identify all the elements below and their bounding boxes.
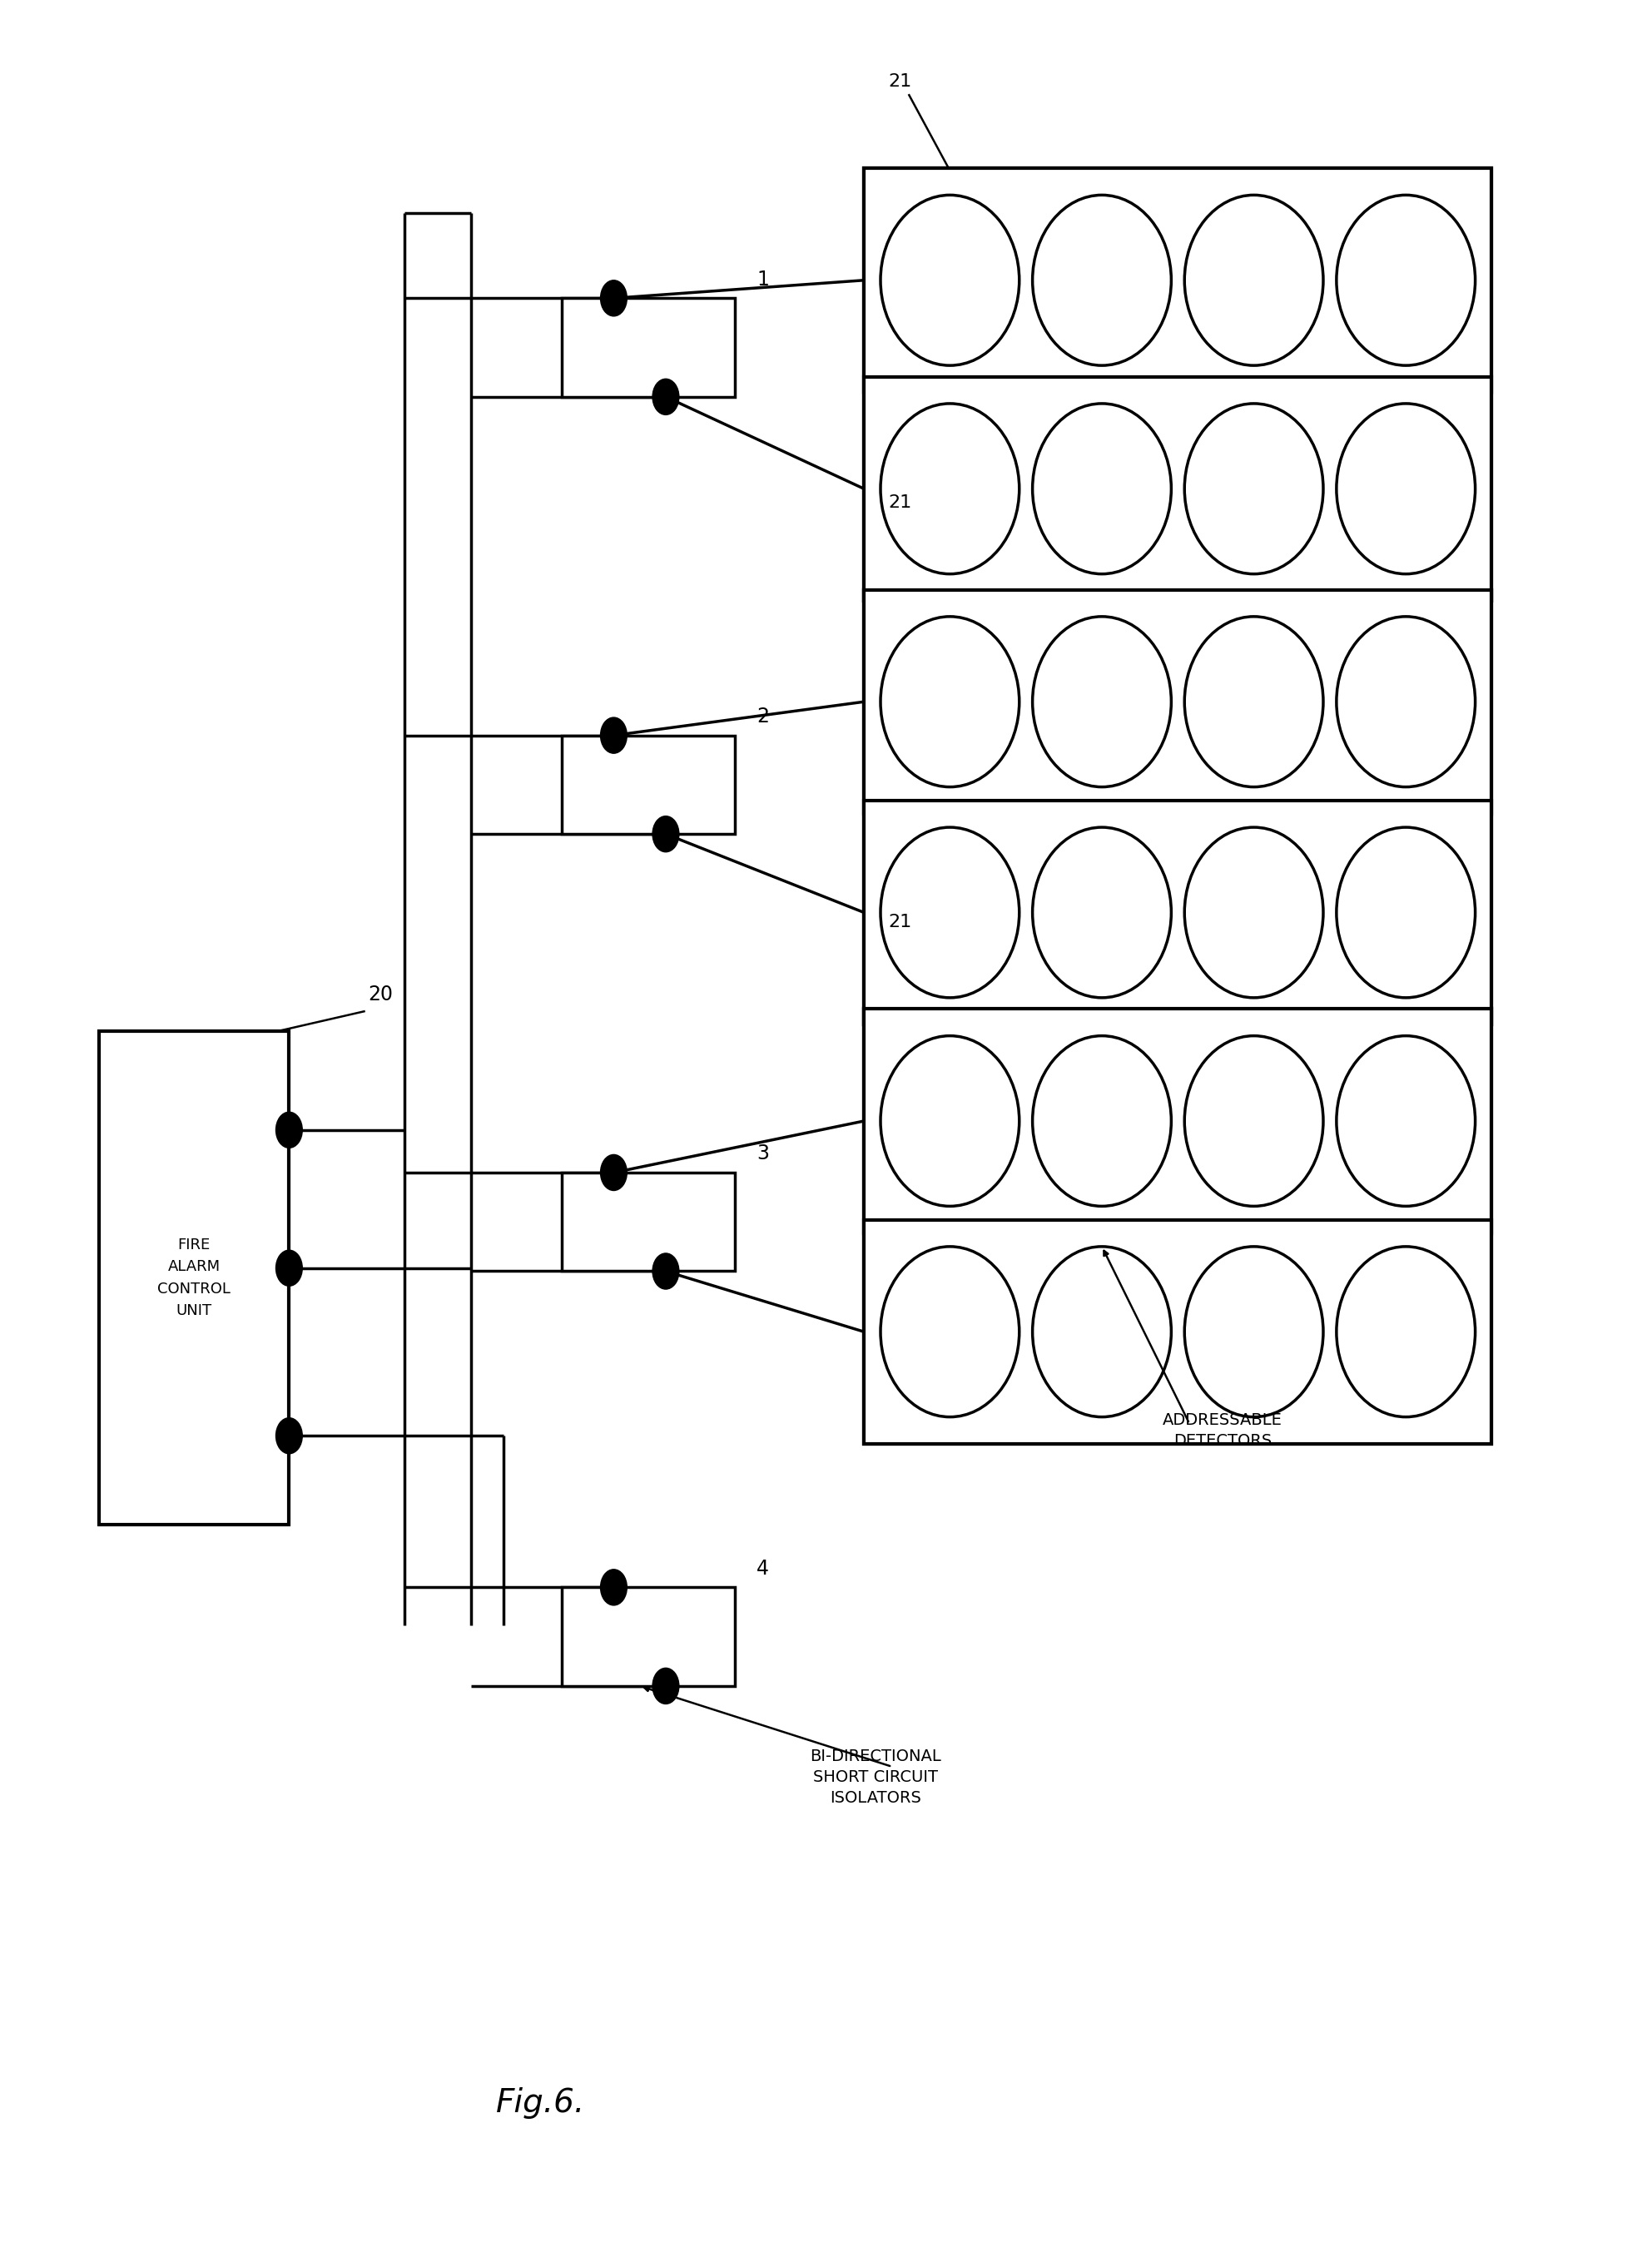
Ellipse shape (881, 404, 1019, 574)
Bar (864, 800, 1492, 1025)
Circle shape (601, 717, 628, 753)
Circle shape (653, 1668, 679, 1704)
Ellipse shape (1184, 617, 1323, 787)
Ellipse shape (1184, 1036, 1323, 1206)
Bar (864, 1009, 1492, 1444)
Ellipse shape (1032, 827, 1171, 998)
Bar (562, 298, 735, 397)
Ellipse shape (1336, 195, 1475, 365)
Ellipse shape (1184, 827, 1323, 998)
Ellipse shape (881, 195, 1019, 365)
Bar (562, 1587, 735, 1686)
Ellipse shape (881, 827, 1019, 998)
Bar (864, 590, 1492, 814)
Circle shape (653, 1253, 679, 1289)
Circle shape (276, 1417, 302, 1453)
Ellipse shape (1336, 617, 1475, 787)
Text: 21: 21 (889, 495, 912, 511)
Text: ADDRESSABLE
DETECTORS: ADDRESSABLE DETECTORS (1163, 1412, 1282, 1448)
Text: BI-DIRECTIONAL
SHORT CIRCUIT
ISOLATORS: BI-DIRECTIONAL SHORT CIRCUIT ISOLATORS (809, 1749, 942, 1807)
Bar (864, 1009, 1492, 1233)
Circle shape (601, 280, 628, 316)
Ellipse shape (1184, 195, 1323, 365)
Circle shape (653, 379, 679, 415)
Text: 20: 20 (368, 984, 393, 1004)
Bar (864, 168, 1492, 392)
Ellipse shape (1336, 404, 1475, 574)
Ellipse shape (881, 617, 1019, 787)
Ellipse shape (1336, 1036, 1475, 1206)
Bar (562, 1173, 735, 1271)
Text: 4: 4 (757, 1558, 770, 1578)
Text: 21: 21 (889, 74, 912, 90)
Bar (864, 590, 1492, 1025)
Bar (864, 168, 1492, 601)
Ellipse shape (1184, 1247, 1323, 1417)
Bar (562, 735, 735, 834)
Bar (864, 1220, 1492, 1444)
Ellipse shape (1032, 404, 1171, 574)
Text: 1: 1 (757, 269, 768, 289)
Bar (99, 1031, 289, 1525)
Circle shape (653, 816, 679, 852)
Ellipse shape (881, 1036, 1019, 1206)
Bar (864, 377, 1492, 601)
Text: Fig.6.: Fig.6. (496, 2087, 585, 2119)
Ellipse shape (1336, 1247, 1475, 1417)
Ellipse shape (1032, 1247, 1171, 1417)
Ellipse shape (1336, 827, 1475, 998)
Circle shape (276, 1112, 302, 1148)
Ellipse shape (1032, 195, 1171, 365)
Circle shape (601, 1569, 628, 1605)
Ellipse shape (881, 1247, 1019, 1417)
Ellipse shape (1032, 1036, 1171, 1206)
Ellipse shape (1032, 617, 1171, 787)
Circle shape (276, 1251, 302, 1287)
Ellipse shape (1184, 404, 1323, 574)
Text: 2: 2 (757, 706, 770, 726)
Text: 3: 3 (757, 1143, 770, 1164)
Text: 21: 21 (889, 915, 912, 930)
Text: FIRE
ALARM
CONTROL
UNIT: FIRE ALARM CONTROL UNIT (157, 1238, 231, 1318)
Circle shape (601, 1155, 628, 1191)
